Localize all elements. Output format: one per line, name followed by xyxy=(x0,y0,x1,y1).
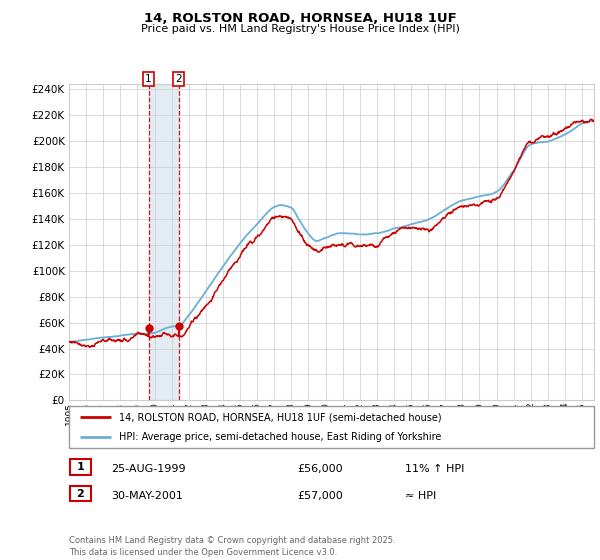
Bar xyxy=(149,84,179,400)
Text: £57,000: £57,000 xyxy=(297,491,343,501)
Text: ≈ HPI: ≈ HPI xyxy=(405,491,436,501)
Text: 2: 2 xyxy=(175,74,182,84)
Text: HPI: Average price, semi-detached house, East Riding of Yorkshire: HPI: Average price, semi-detached house,… xyxy=(119,432,441,442)
Text: 2: 2 xyxy=(77,489,84,499)
Text: 30-MAY-2001: 30-MAY-2001 xyxy=(111,491,183,501)
Text: Price paid vs. HM Land Registry's House Price Index (HPI): Price paid vs. HM Land Registry's House … xyxy=(140,24,460,34)
Text: 1: 1 xyxy=(145,74,152,84)
Text: 14, ROLSTON ROAD, HORNSEA, HU18 1UF (semi-detached house): 14, ROLSTON ROAD, HORNSEA, HU18 1UF (sem… xyxy=(119,412,442,422)
Text: £56,000: £56,000 xyxy=(297,464,343,474)
Text: 1: 1 xyxy=(77,462,84,472)
Text: 14, ROLSTON ROAD, HORNSEA, HU18 1UF: 14, ROLSTON ROAD, HORNSEA, HU18 1UF xyxy=(143,12,457,25)
Text: 25-AUG-1999: 25-AUG-1999 xyxy=(111,464,185,474)
Text: 11% ↑ HPI: 11% ↑ HPI xyxy=(405,464,464,474)
Text: Contains HM Land Registry data © Crown copyright and database right 2025.
This d: Contains HM Land Registry data © Crown c… xyxy=(69,536,395,557)
